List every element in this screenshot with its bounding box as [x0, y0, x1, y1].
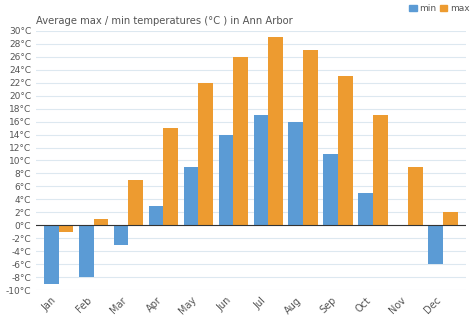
Text: Average max / min temperatures (°C ) in Ann Arbor: Average max / min temperatures (°C ) in … — [36, 16, 292, 26]
Bar — [373, 115, 388, 225]
Bar — [44, 225, 59, 284]
Bar — [233, 57, 248, 225]
Bar — [93, 219, 108, 225]
Bar — [128, 180, 143, 225]
Bar — [219, 135, 233, 225]
Bar — [408, 167, 423, 225]
Bar — [338, 76, 353, 225]
Bar — [198, 83, 213, 225]
Bar — [79, 225, 93, 277]
Bar — [254, 115, 268, 225]
Bar — [149, 206, 164, 225]
Bar — [323, 154, 338, 225]
Bar — [303, 50, 318, 225]
Bar — [114, 225, 128, 245]
Bar — [164, 128, 178, 225]
Bar — [358, 193, 373, 225]
Bar — [268, 37, 283, 225]
Bar — [59, 225, 73, 232]
Bar — [428, 225, 443, 264]
Legend: min, max: min, max — [410, 4, 470, 13]
Bar — [443, 213, 457, 225]
Bar — [289, 122, 303, 225]
Bar — [184, 167, 198, 225]
